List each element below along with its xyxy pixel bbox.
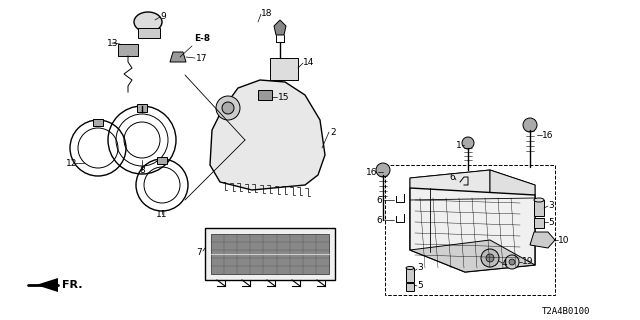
Bar [270, 58, 298, 80]
Circle shape [481, 249, 499, 267]
Ellipse shape [134, 12, 162, 32]
Polygon shape [410, 170, 490, 250]
Circle shape [523, 118, 537, 132]
Circle shape [486, 254, 494, 262]
Text: T2A4B0100: T2A4B0100 [541, 308, 590, 316]
Ellipse shape [406, 267, 414, 269]
Polygon shape [170, 52, 186, 62]
Text: 6: 6 [376, 215, 382, 225]
Text: E-8: E-8 [194, 34, 210, 43]
Circle shape [482, 250, 498, 266]
Text: 16: 16 [542, 131, 554, 140]
Text: 5: 5 [548, 218, 554, 227]
Bar [534, 218, 544, 228]
Text: 8: 8 [139, 165, 145, 174]
Text: 6: 6 [449, 172, 455, 181]
Text: FR.: FR. [62, 280, 83, 290]
Text: 6: 6 [376, 196, 382, 204]
Bar [385, 165, 555, 295]
Bar [258, 90, 272, 100]
Text: 17: 17 [196, 53, 207, 62]
Bar [118, 44, 138, 56]
Polygon shape [274, 20, 286, 35]
Text: 2: 2 [330, 127, 335, 137]
Bar [211, 234, 329, 274]
Polygon shape [410, 188, 535, 272]
Circle shape [486, 254, 494, 262]
Circle shape [222, 102, 234, 114]
Text: 12: 12 [67, 158, 77, 167]
Circle shape [462, 137, 474, 149]
Circle shape [216, 96, 240, 120]
Polygon shape [410, 240, 535, 272]
Polygon shape [530, 232, 555, 248]
Text: 3: 3 [417, 263, 423, 273]
Polygon shape [410, 170, 535, 195]
Bar [93, 119, 103, 126]
Text: 11: 11 [156, 210, 168, 219]
Circle shape [505, 255, 519, 269]
Text: 3: 3 [548, 201, 554, 210]
Bar [406, 283, 414, 291]
Bar [205, 228, 335, 280]
Polygon shape [210, 80, 325, 190]
Bar [157, 157, 167, 164]
Polygon shape [36, 278, 58, 292]
Bar [406, 268, 414, 282]
Polygon shape [490, 170, 535, 265]
Text: 4: 4 [502, 259, 508, 268]
Bar [137, 104, 147, 112]
Text: 14: 14 [303, 58, 314, 67]
Text: 15: 15 [278, 92, 289, 101]
Text: 19: 19 [522, 258, 534, 267]
Circle shape [376, 163, 390, 177]
Text: 16: 16 [365, 167, 377, 177]
Circle shape [509, 259, 515, 265]
Text: 1: 1 [456, 140, 462, 149]
Text: 10: 10 [558, 236, 570, 244]
Text: 18: 18 [261, 9, 273, 18]
Text: 13: 13 [107, 38, 118, 47]
Polygon shape [138, 28, 160, 38]
Text: 9: 9 [160, 12, 166, 20]
Bar [534, 200, 544, 216]
Text: 7: 7 [196, 247, 202, 257]
Text: 5: 5 [417, 282, 423, 291]
Ellipse shape [534, 198, 544, 202]
